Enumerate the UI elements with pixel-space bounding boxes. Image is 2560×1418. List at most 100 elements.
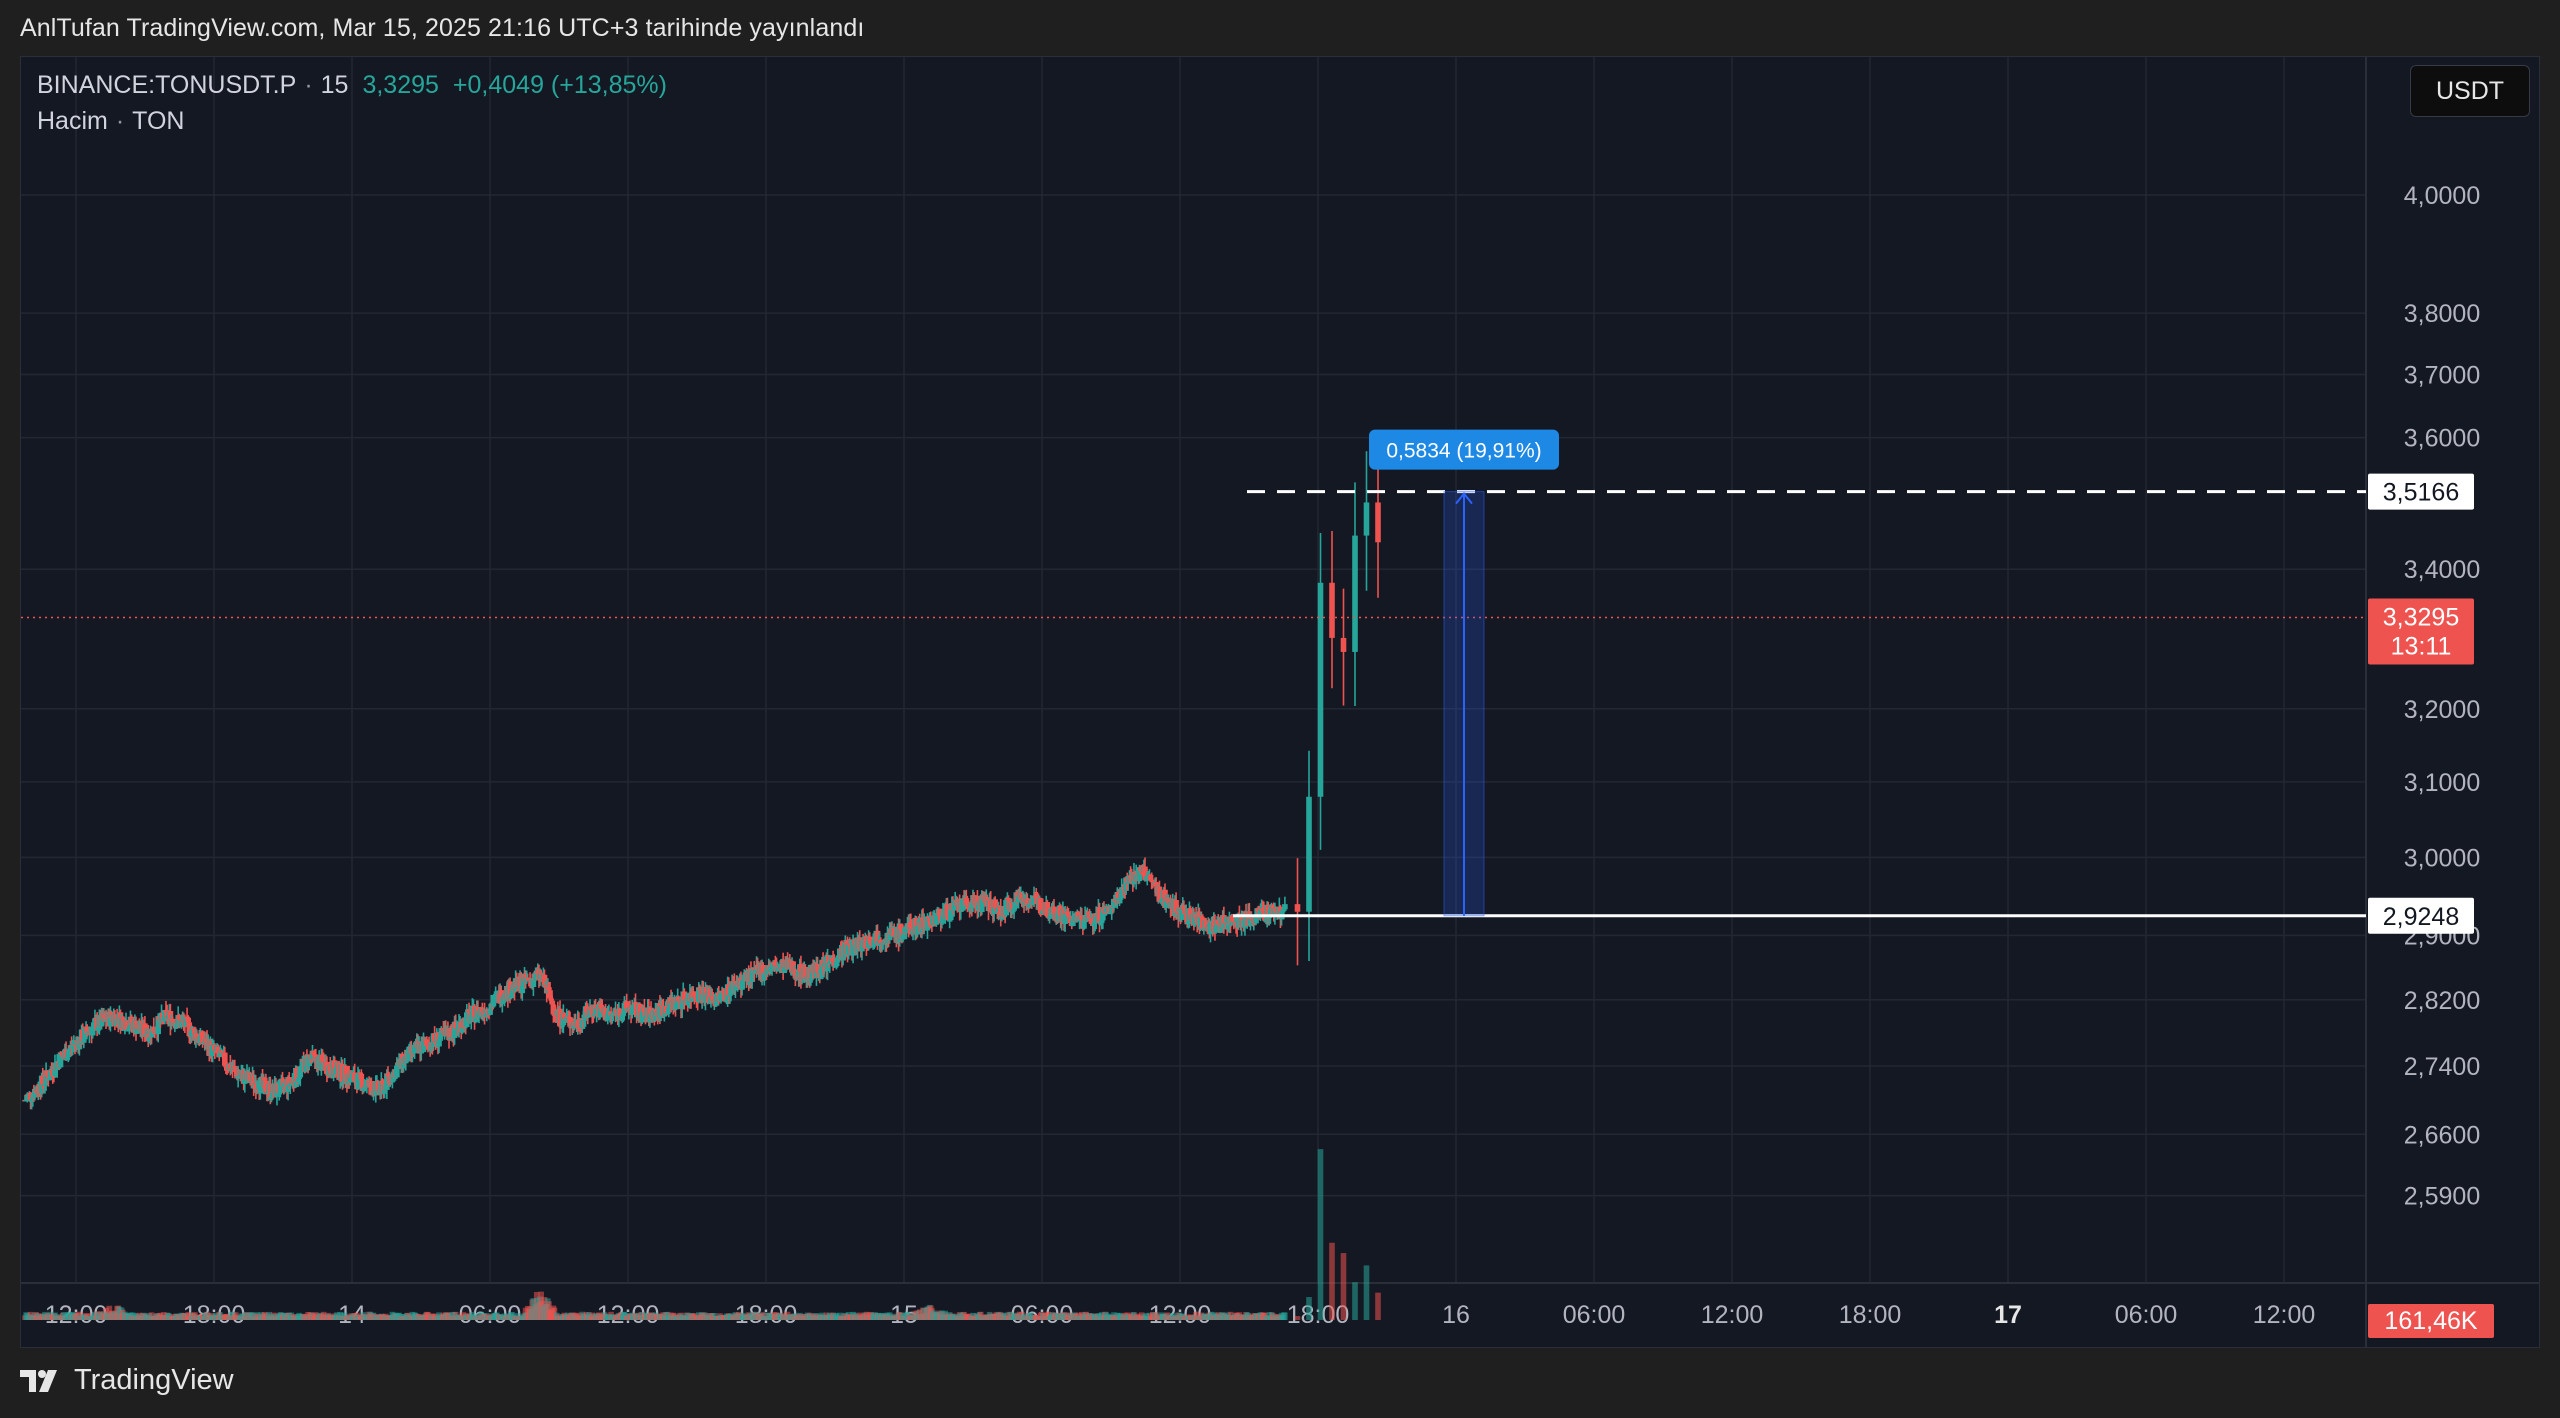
- candle-body: [819, 959, 825, 978]
- candle-body: [215, 1046, 221, 1054]
- volume-bar: [1363, 1265, 1370, 1320]
- candle-body: [870, 945, 876, 948]
- candle-body: [389, 1080, 396, 1083]
- candle-body: [1103, 908, 1109, 913]
- candle-body: [360, 1087, 367, 1091]
- candle-body: [1097, 923, 1104, 925]
- candle-body: [472, 1016, 479, 1023]
- candle-body: [772, 962, 779, 966]
- candle-body: [1098, 920, 1105, 924]
- candle-body: [541, 974, 548, 987]
- candle-body: [739, 980, 745, 990]
- candle-body: [749, 969, 755, 983]
- candle-body: [1282, 904, 1288, 910]
- level-price-label: 3,5166: [2383, 479, 2459, 507]
- candle-body: [723, 1000, 730, 1002]
- candle-body: [233, 1068, 239, 1072]
- candle-body: [1118, 887, 1125, 899]
- candle-body: [1117, 898, 1124, 900]
- volume-bar: [760, 1312, 766, 1320]
- candle-body: [532, 972, 539, 981]
- candle-body: [886, 930, 893, 941]
- candle-body: [310, 1050, 317, 1055]
- candle-body: [1187, 908, 1194, 916]
- candle-body: [451, 1021, 458, 1038]
- candle-body: [174, 1023, 180, 1029]
- candle-body: [436, 1040, 442, 1047]
- candle-body: [1125, 881, 1132, 884]
- candle-body: [482, 1013, 489, 1017]
- candle-body: [567, 1017, 573, 1027]
- candle-body: [1260, 910, 1267, 914]
- candle-body: [992, 899, 998, 908]
- candle-body: [1010, 910, 1016, 913]
- candle-body: [358, 1073, 365, 1080]
- candle-body: [634, 1015, 641, 1018]
- candle-body: [666, 1008, 672, 1013]
- candle-body: [1044, 902, 1051, 916]
- time-tick-label: 12:00: [1701, 1301, 1764, 1329]
- candle-body: [379, 1080, 386, 1084]
- candle-body: [150, 1026, 157, 1033]
- candle-body: [1263, 920, 1269, 922]
- candle-body: [479, 1007, 486, 1014]
- symbol-legend[interactable]: BINANCE:TONUSDT.P · 15 3,3295 +0,4049 (+13,8…: [37, 71, 667, 100]
- candle-body: [327, 1065, 334, 1071]
- currency-button[interactable]: USDT: [2410, 65, 2530, 117]
- candle-body: [355, 1074, 361, 1090]
- candle-body: [199, 1031, 206, 1043]
- volume-legend[interactable]: Hacim · TON: [37, 107, 185, 136]
- candle-body: [39, 1075, 46, 1085]
- last-price-label: 3,3295: [2383, 603, 2459, 631]
- measure-label-box[interactable]: [1369, 429, 1559, 470]
- price-tick-label: 4,0000: [2404, 182, 2480, 210]
- candle-body: [1003, 900, 1010, 916]
- candle-body: [898, 924, 904, 929]
- candle-body: [979, 895, 985, 913]
- candle-body: [602, 1008, 609, 1021]
- candle-body: [1269, 905, 1276, 907]
- candle-body: [306, 1054, 312, 1067]
- candle-body: [1047, 914, 1054, 918]
- candle-body: [125, 1030, 132, 1032]
- candle-body: [946, 920, 953, 922]
- price-tick-label: 2,7400: [2404, 1053, 2480, 1081]
- last-price-value: 3,3295: [362, 71, 439, 99]
- time-tick-label: 17: [1994, 1301, 2022, 1329]
- level-price-tag: [2368, 897, 2474, 934]
- candle-body: [891, 928, 897, 937]
- tradingview-brand: TradingView: [74, 1364, 234, 1396]
- candle-body: [1092, 920, 1098, 924]
- candle-body: [769, 966, 775, 969]
- candle-body: [997, 906, 1004, 920]
- candle-body: [1306, 796, 1312, 912]
- candle-body: [1166, 900, 1173, 903]
- price-tick-label: 3,1000: [2404, 769, 2480, 797]
- candle-body: [792, 969, 799, 979]
- chart-panel[interactable]: 4,0000 3,8000 3,7000 3,6000 3,4000 3,2000 3,10…: [20, 56, 2540, 1348]
- candle-body: [169, 1018, 176, 1022]
- candle-body: [1173, 900, 1179, 914]
- symbol-name[interactable]: BINANCE:TONUSDT.P: [37, 71, 297, 99]
- candle-body: [557, 1008, 563, 1026]
- candle-body: [268, 1096, 275, 1099]
- candle-body: [295, 1079, 301, 1083]
- candle-body: [939, 920, 945, 924]
- price-chart[interactable]: 4,0000 3,8000 3,7000 3,6000 3,4000 3,2000 3,10…: [21, 57, 2540, 1348]
- candle-body: [588, 1008, 594, 1010]
- candle-body: [351, 1072, 358, 1082]
- candle-body: [58, 1052, 65, 1055]
- candle-body: [630, 1004, 637, 1008]
- candle-body: [604, 1014, 611, 1019]
- timeframe-label[interactable]: 15: [320, 71, 349, 99]
- candle-body: [1144, 876, 1151, 880]
- tradingview-logo[interactable]: TradingView: [20, 1364, 234, 1397]
- candle-body: [1088, 918, 1095, 920]
- candle-body: [89, 1026, 96, 1036]
- candle-body: [1015, 894, 1022, 903]
- candle-body: [732, 981, 739, 991]
- candle-body: [439, 1028, 446, 1030]
- candle-body: [468, 1015, 475, 1022]
- candle-body: [1127, 875, 1134, 878]
- price-tick-label: 3,4000: [2404, 556, 2480, 584]
